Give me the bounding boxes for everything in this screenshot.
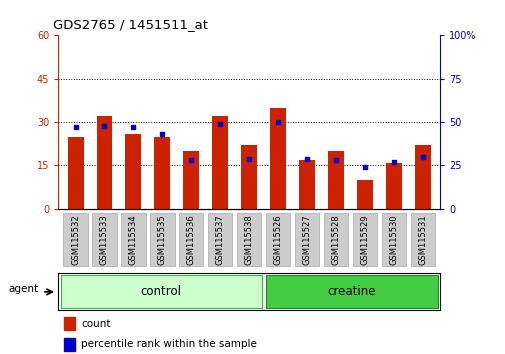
FancyBboxPatch shape [92,213,117,266]
Text: GSM115526: GSM115526 [273,215,282,265]
FancyBboxPatch shape [179,213,203,266]
Text: GSM115528: GSM115528 [331,215,340,265]
Point [100,123,109,129]
FancyBboxPatch shape [323,213,347,266]
Text: count: count [81,319,111,329]
Bar [96,116,112,209]
Point [187,158,195,163]
FancyBboxPatch shape [294,213,319,266]
FancyBboxPatch shape [236,213,261,266]
FancyBboxPatch shape [121,213,145,266]
Bar [183,151,199,209]
Bar [270,108,285,209]
Text: control: control [140,285,181,298]
Text: GSM115530: GSM115530 [389,215,397,265]
FancyBboxPatch shape [208,213,232,266]
FancyBboxPatch shape [381,213,406,266]
Bar [68,137,83,209]
Bar [241,145,257,209]
Point [389,159,397,165]
Point [129,125,137,130]
Text: GSM115531: GSM115531 [418,215,427,265]
FancyBboxPatch shape [63,213,87,266]
Bar [327,151,343,209]
Text: GSM115535: GSM115535 [158,215,167,265]
FancyBboxPatch shape [410,213,434,266]
Bar [266,275,437,308]
Point [331,158,339,163]
FancyBboxPatch shape [150,213,174,266]
Text: GSM115529: GSM115529 [360,215,369,265]
Point [158,131,166,137]
Point [245,156,253,161]
Text: GSM115537: GSM115537 [215,215,224,266]
Point [71,125,79,130]
Bar [212,116,228,209]
FancyBboxPatch shape [266,213,290,266]
Bar [64,338,75,351]
Text: GSM115538: GSM115538 [244,215,253,266]
Point [360,164,368,170]
Text: GSM115527: GSM115527 [302,215,311,265]
Text: agent: agent [9,284,39,294]
Text: creatine: creatine [327,285,376,298]
Bar [125,134,141,209]
Bar [357,180,372,209]
Bar [154,137,170,209]
Point [216,121,224,127]
Point [418,154,426,160]
Text: GSM115533: GSM115533 [100,215,109,266]
Text: GDS2765 / 1451511_at: GDS2765 / 1451511_at [53,18,208,31]
Text: GSM115534: GSM115534 [129,215,138,265]
FancyBboxPatch shape [352,213,376,266]
Point [274,119,282,125]
Bar [61,275,261,308]
Bar [64,318,75,330]
Text: GSM115536: GSM115536 [186,215,195,266]
Text: GSM115532: GSM115532 [71,215,80,265]
Bar [298,160,315,209]
Bar [385,162,401,209]
Bar [414,145,430,209]
Text: percentile rank within the sample: percentile rank within the sample [81,339,257,349]
Point [302,156,311,161]
